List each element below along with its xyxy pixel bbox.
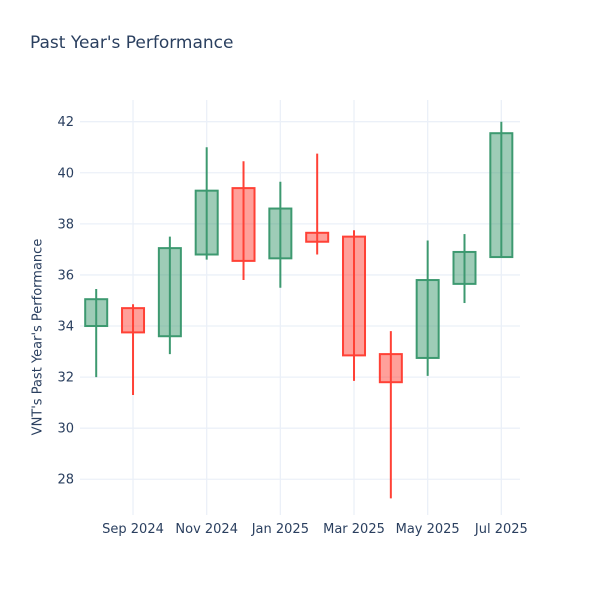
candlestick[interactable]: [157, 236, 182, 355]
candlestick[interactable]: [489, 121, 514, 259]
candlestick[interactable]: [84, 288, 109, 378]
y-tick-label: 34: [57, 320, 74, 335]
y-tick-label: 30: [57, 422, 74, 437]
x-tick-label: Sep 2024: [102, 522, 164, 537]
x-tick-label: May 2025: [396, 522, 460, 537]
candle-body: [305, 231, 330, 243]
candlestick[interactable]: [378, 331, 403, 499]
candle-body: [231, 187, 256, 262]
candle-body: [84, 298, 109, 328]
chart-title: Past Year's Performance: [30, 33, 234, 53]
candlestick[interactable]: [305, 153, 330, 255]
y-tick-label: 28: [57, 473, 74, 488]
candle-body: [489, 132, 514, 259]
candlestick[interactable]: [231, 161, 256, 281]
candlestick[interactable]: [415, 240, 440, 376]
y-tick-label: 36: [57, 268, 74, 283]
candle-body: [194, 189, 219, 256]
candlestick[interactable]: [121, 304, 146, 395]
y-axis-title: VNT's Past Year's Performance: [30, 238, 46, 436]
y-tick-label: 38: [57, 217, 74, 232]
candle-body: [415, 279, 440, 359]
y-tick-label: 40: [57, 166, 74, 181]
candlestick[interactable]: [452, 234, 477, 304]
candle-body: [121, 307, 146, 334]
x-tick-label: Jul 2025: [474, 522, 528, 537]
candle-body: [378, 353, 403, 384]
y-tick-label: 32: [57, 371, 74, 386]
candlestick[interactable]: [194, 147, 219, 260]
x-tick-label: Mar 2025: [323, 522, 385, 537]
x-tick-label: Nov 2024: [175, 522, 238, 537]
candle-body: [157, 247, 182, 338]
candlestick[interactable]: [268, 181, 293, 288]
x-tick-label: Jan 2025: [251, 522, 309, 537]
candle-body: [342, 235, 367, 357]
candle-body: [452, 250, 477, 285]
y-tick-label: 42: [57, 115, 74, 130]
candle-body: [268, 207, 293, 260]
candlestick[interactable]: [342, 230, 367, 381]
